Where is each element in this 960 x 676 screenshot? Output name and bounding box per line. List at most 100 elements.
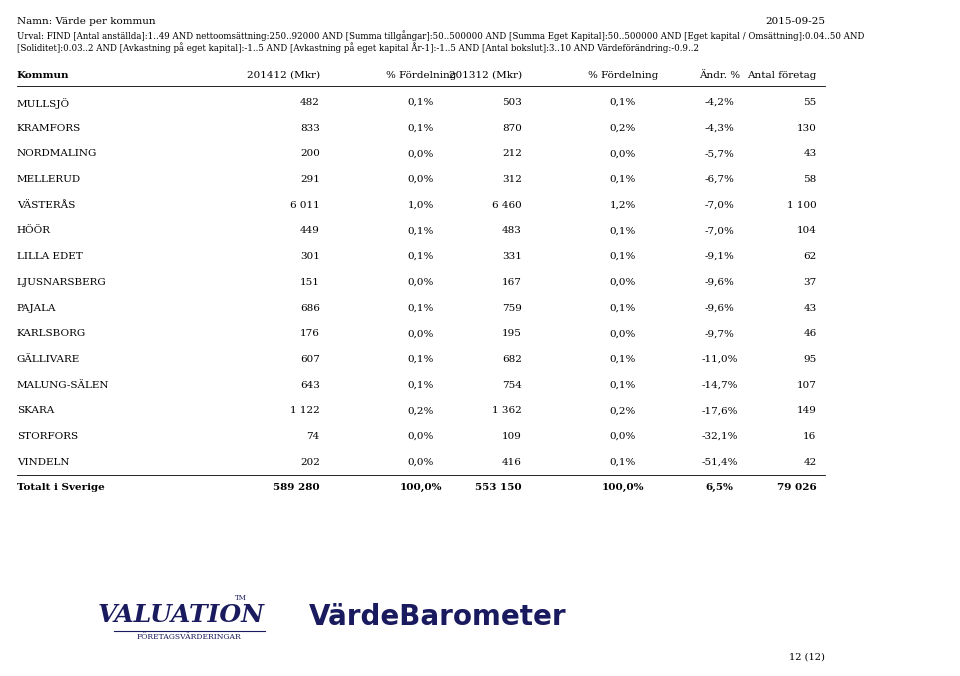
- Text: 58: 58: [804, 175, 817, 184]
- Text: 62: 62: [804, 252, 817, 261]
- Text: 0,1%: 0,1%: [408, 252, 434, 261]
- Text: -32,1%: -32,1%: [702, 432, 738, 441]
- Text: % Fördelning: % Fördelning: [588, 71, 658, 80]
- Text: Ändr. %: Ändr. %: [699, 71, 740, 80]
- Text: 483: 483: [502, 226, 522, 235]
- Text: 0,0%: 0,0%: [610, 278, 636, 287]
- Text: 6 011: 6 011: [290, 201, 320, 210]
- Text: TM: TM: [235, 594, 247, 602]
- Text: 0,0%: 0,0%: [408, 458, 434, 466]
- Text: 0,1%: 0,1%: [408, 124, 434, 132]
- Text: 167: 167: [502, 278, 522, 287]
- Text: -6,7%: -6,7%: [705, 175, 734, 184]
- Text: 0,2%: 0,2%: [610, 406, 636, 415]
- Text: MELLERUD: MELLERUD: [17, 175, 81, 184]
- Text: 301: 301: [300, 252, 320, 261]
- Text: 46: 46: [804, 329, 817, 338]
- Text: -51,4%: -51,4%: [702, 458, 738, 466]
- Text: 0,0%: 0,0%: [610, 149, 636, 158]
- Text: 43: 43: [804, 304, 817, 312]
- Text: SKARA: SKARA: [17, 406, 54, 415]
- Text: 553 150: 553 150: [475, 483, 522, 492]
- Text: 43: 43: [804, 149, 817, 158]
- Text: 2015-09-25: 2015-09-25: [765, 17, 825, 26]
- Text: 195: 195: [502, 329, 522, 338]
- Text: KARLSBORG: KARLSBORG: [17, 329, 86, 338]
- Text: 833: 833: [300, 124, 320, 132]
- Text: 759: 759: [502, 304, 522, 312]
- Text: 100,0%: 100,0%: [602, 483, 644, 492]
- Text: 55: 55: [804, 98, 817, 107]
- Text: 0,1%: 0,1%: [610, 304, 636, 312]
- Text: 95: 95: [804, 355, 817, 364]
- Text: 0,1%: 0,1%: [408, 381, 434, 389]
- Text: Namn: Värde per kommun: Namn: Värde per kommun: [17, 17, 156, 26]
- Text: 0,1%: 0,1%: [408, 304, 434, 312]
- Text: 291: 291: [300, 175, 320, 184]
- Text: VINDELN: VINDELN: [17, 458, 69, 466]
- Text: 0,1%: 0,1%: [408, 98, 434, 107]
- Text: 870: 870: [502, 124, 522, 132]
- Text: Kommun: Kommun: [17, 71, 69, 80]
- Text: 482: 482: [300, 98, 320, 107]
- Text: -17,6%: -17,6%: [702, 406, 738, 415]
- Text: MULLSJÖ: MULLSJÖ: [17, 98, 70, 109]
- Text: 0,0%: 0,0%: [408, 432, 434, 441]
- Text: 1,2%: 1,2%: [610, 201, 636, 210]
- Text: 503: 503: [502, 98, 522, 107]
- Text: VALUATION: VALUATION: [98, 603, 264, 627]
- Text: 0,1%: 0,1%: [610, 226, 636, 235]
- Text: 449: 449: [300, 226, 320, 235]
- Text: Urval: FIND [Antal anställda]:1..49 AND nettoomsättning:250..92000 AND [Summa ti: Urval: FIND [Antal anställda]:1..49 AND …: [17, 30, 864, 41]
- Text: HÖÖR: HÖÖR: [17, 226, 51, 235]
- Text: 0,1%: 0,1%: [610, 355, 636, 364]
- Text: KRAMFORS: KRAMFORS: [17, 124, 81, 132]
- Text: STORFORS: STORFORS: [17, 432, 78, 441]
- Text: 0,0%: 0,0%: [408, 278, 434, 287]
- Text: 149: 149: [797, 406, 817, 415]
- Text: 0,1%: 0,1%: [610, 252, 636, 261]
- Text: 37: 37: [804, 278, 817, 287]
- Text: MALUNG-SÄLEN: MALUNG-SÄLEN: [17, 381, 109, 389]
- Text: 682: 682: [502, 355, 522, 364]
- Text: 0,1%: 0,1%: [610, 458, 636, 466]
- Text: 104: 104: [797, 226, 817, 235]
- Text: 201312 (Mkr): 201312 (Mkr): [448, 71, 522, 80]
- Text: 107: 107: [797, 381, 817, 389]
- Text: NORDMALING: NORDMALING: [17, 149, 97, 158]
- Text: 0,0%: 0,0%: [408, 149, 434, 158]
- Text: -9,1%: -9,1%: [705, 252, 734, 261]
- Text: 0,1%: 0,1%: [610, 381, 636, 389]
- Text: -11,0%: -11,0%: [702, 355, 738, 364]
- Text: 1,0%: 1,0%: [408, 201, 434, 210]
- Text: -9,6%: -9,6%: [705, 278, 734, 287]
- Text: PAJALA: PAJALA: [17, 304, 57, 312]
- Text: VÄSTERÅS: VÄSTERÅS: [17, 201, 75, 210]
- Text: [Soliditet]:0.03..2 AND [Avkastning på eget kapital]:-1..5 AND [Avkastning på eg: [Soliditet]:0.03..2 AND [Avkastning på e…: [17, 43, 699, 53]
- Text: 79 026: 79 026: [777, 483, 817, 492]
- Text: 201412 (Mkr): 201412 (Mkr): [247, 71, 320, 80]
- Text: 1 362: 1 362: [492, 406, 522, 415]
- Text: -14,7%: -14,7%: [702, 381, 738, 389]
- Text: 100,0%: 100,0%: [399, 483, 443, 492]
- Text: 754: 754: [502, 381, 522, 389]
- Text: 151: 151: [300, 278, 320, 287]
- Text: 6,5%: 6,5%: [706, 483, 733, 492]
- Text: 0,0%: 0,0%: [408, 329, 434, 338]
- Text: -5,7%: -5,7%: [705, 149, 734, 158]
- Text: 74: 74: [306, 432, 320, 441]
- Text: 1 100: 1 100: [787, 201, 817, 210]
- Text: LILLA EDET: LILLA EDET: [17, 252, 83, 261]
- Text: 130: 130: [797, 124, 817, 132]
- Text: GÄLLIVARE: GÄLLIVARE: [17, 355, 80, 364]
- Text: -4,3%: -4,3%: [705, 124, 734, 132]
- Text: -4,2%: -4,2%: [705, 98, 734, 107]
- Text: 0,0%: 0,0%: [610, 432, 636, 441]
- Text: 607: 607: [300, 355, 320, 364]
- Text: 0,0%: 0,0%: [408, 175, 434, 184]
- Text: 0,1%: 0,1%: [408, 226, 434, 235]
- Text: 1 122: 1 122: [290, 406, 320, 415]
- Text: 0,1%: 0,1%: [610, 98, 636, 107]
- Text: 202: 202: [300, 458, 320, 466]
- Text: -7,0%: -7,0%: [705, 226, 734, 235]
